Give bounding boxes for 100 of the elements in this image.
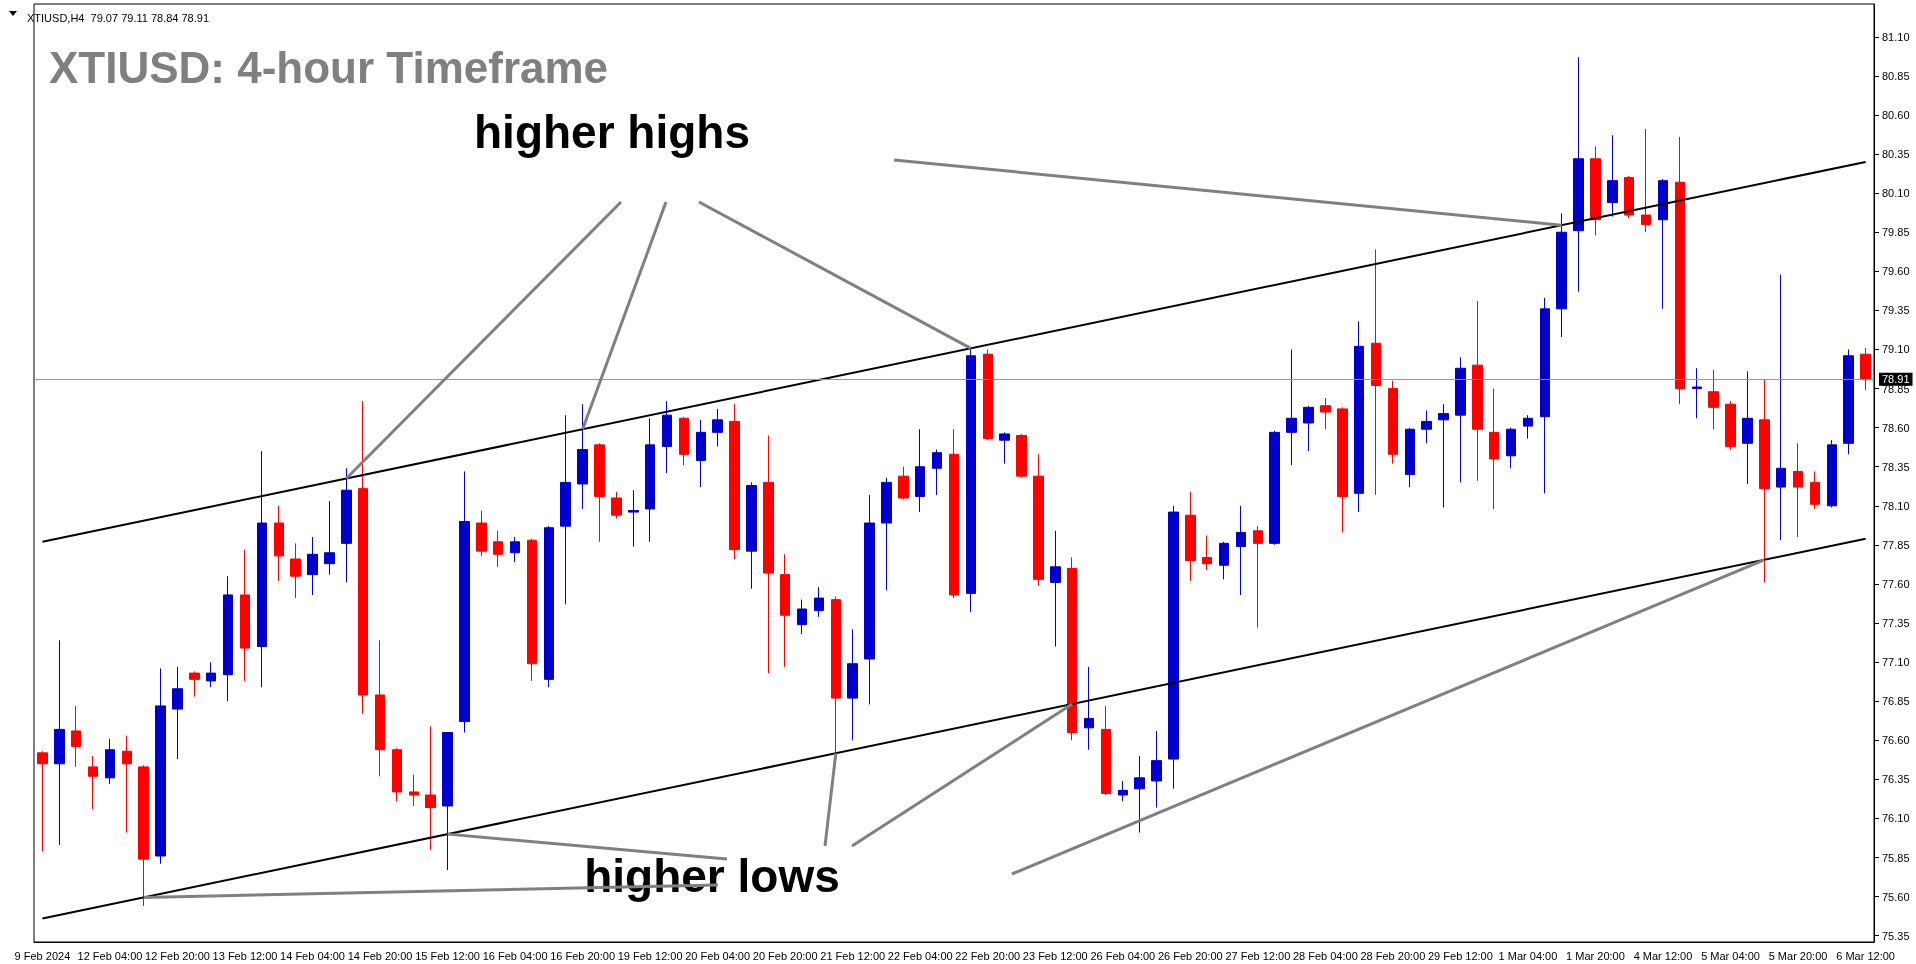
candlestick (358, 400, 368, 715)
y-tick-label: 75.85 (1882, 851, 1910, 864)
x-tick-label: 12 Feb 20:00 (145, 949, 210, 962)
candlestick (662, 400, 672, 474)
candlestick (1050, 530, 1061, 648)
candlestick (611, 491, 622, 519)
x-tick-label: 27 Feb 12:00 (1225, 949, 1291, 962)
y-tick-label: 78.10 (1882, 499, 1910, 512)
y-tick-label: 80.10 (1882, 187, 1910, 200)
y-tick-label: 77.85 (1882, 538, 1910, 551)
candlestick (1286, 349, 1297, 466)
candlestick (324, 500, 335, 576)
y-tick-label: 79.35 (1882, 304, 1910, 317)
candlestick (37, 750, 48, 852)
y-tick-label: 76.60 (1882, 734, 1910, 747)
y-tick-label: 77.60 (1882, 578, 1910, 590)
candlestick (1472, 300, 1483, 482)
y-tick-label: 75.35 (1882, 929, 1910, 942)
candlestick (1269, 430, 1280, 546)
annotation: higher highs (474, 106, 750, 158)
x-tick-label: 22 Feb 20:00 (955, 949, 1021, 962)
x-tick-label: 12 Feb 04:00 (77, 949, 143, 962)
y-tick-label: 76.85 (1882, 695, 1910, 708)
x-tick-label: 28 Feb 04:00 (1292, 949, 1358, 962)
candlestick (1421, 409, 1432, 444)
candlestick (594, 442, 605, 543)
candlestick (105, 738, 115, 785)
candlestick (189, 671, 200, 698)
candlestick (1455, 356, 1466, 483)
candlestick (527, 538, 537, 682)
candlestick (1776, 273, 1786, 541)
candlestick (1202, 535, 1212, 571)
y-tick-label: 80.85 (1882, 69, 1910, 82)
x-tick-label: 21 Feb 12:00 (820, 949, 886, 962)
x-tick-label: 13 Feb 12:00 (212, 949, 278, 962)
candlestick (375, 639, 385, 777)
candlestick (341, 467, 352, 583)
candlestick (1793, 442, 1803, 538)
x-tick-label: 1 Mar 04:00 (1498, 949, 1558, 962)
candlestick (138, 764, 149, 907)
candlestick (1827, 439, 1837, 508)
y-tick-label: 76.10 (1882, 812, 1910, 825)
candlestick (1489, 388, 1499, 510)
candlestick (122, 735, 132, 834)
candlestick (1236, 505, 1246, 596)
candlestick (1067, 556, 1077, 741)
candlestick (847, 628, 858, 741)
candlestick (1405, 427, 1415, 488)
candlestick (1506, 427, 1516, 469)
candlestick (88, 755, 98, 810)
candlestick (560, 414, 571, 605)
candlestick (425, 725, 436, 851)
candlestick (442, 732, 453, 871)
candlestick (1692, 367, 1702, 419)
candlestick (172, 666, 183, 760)
y-tick-label: 80.35 (1882, 148, 1910, 161)
candlestick (729, 403, 740, 560)
candlestick (1337, 406, 1348, 533)
candlestick (1641, 128, 1651, 233)
candlestick (1540, 297, 1550, 494)
candlestick (1185, 491, 1196, 582)
candlestick (1675, 136, 1685, 405)
candlestick (71, 705, 81, 768)
candlestick (257, 450, 267, 688)
y-tick-label: 79.85 (1882, 226, 1910, 239)
candlestick (1303, 405, 1314, 452)
y-tick-label: 78.60 (1882, 421, 1910, 434)
candlestick (510, 536, 520, 563)
x-tick-label: 20 Feb 20:00 (752, 949, 818, 962)
candlestick (1708, 369, 1719, 430)
candlestick (831, 596, 841, 755)
candlestick (1354, 320, 1364, 513)
candlestick (763, 434, 774, 674)
x-tick-label: 6 Mar 12:00 (1836, 949, 1895, 962)
candlestick (155, 667, 166, 865)
candlestick (1084, 666, 1094, 751)
candlestick (544, 525, 554, 688)
candlestick (1219, 541, 1229, 580)
candlestick (881, 477, 892, 591)
candlestick (966, 347, 976, 613)
y-tick-label: 80.60 (1882, 109, 1910, 121)
candlestick (476, 510, 487, 557)
candlestick (206, 661, 216, 688)
y-tick-label: 76.35 (1882, 773, 1910, 786)
x-tick-label: 1 Mar 20:00 (1566, 949, 1625, 962)
y-tick-label: 77.35 (1882, 617, 1910, 630)
candlestick (1101, 705, 1111, 796)
y-tick-label: 79.10 (1882, 343, 1910, 356)
candlestick (1590, 145, 1601, 236)
candlestick (679, 416, 689, 466)
candlestick (1556, 212, 1567, 338)
candlestick (1725, 400, 1736, 451)
candlestick (1168, 505, 1179, 790)
y-tick-label: 75.60 (1882, 890, 1910, 903)
candlestick (1388, 380, 1398, 465)
y-tick-label: 81.10 (1882, 30, 1910, 43)
x-tick-label: 26 Feb 04:00 (1090, 949, 1156, 962)
x-tick-label: 14 Feb 04:00 (280, 949, 345, 962)
x-tick-label: 9 Feb 2024 (14, 949, 71, 962)
candlestick (240, 549, 250, 682)
